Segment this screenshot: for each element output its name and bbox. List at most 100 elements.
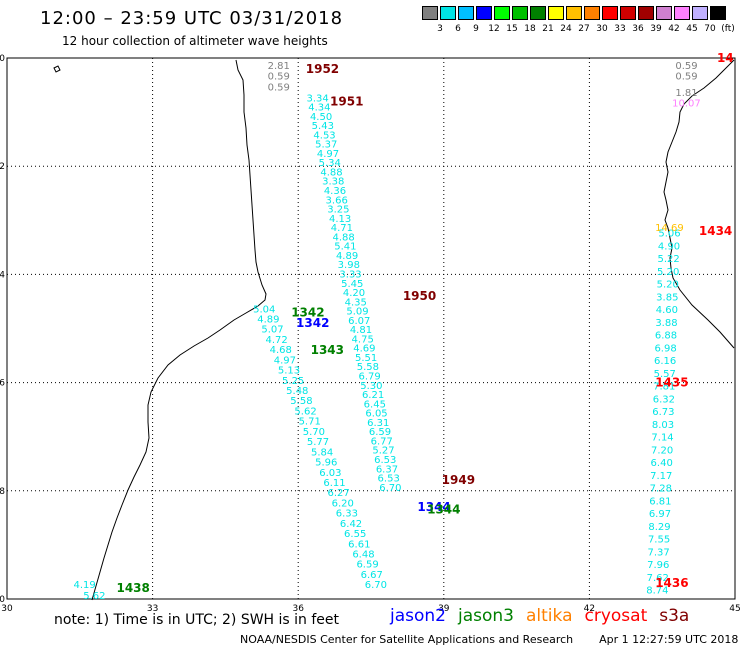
satellite-legend: jason2 jason3 altika cryosat s3a <box>390 606 701 626</box>
wave-height-value: 7.62 <box>647 573 669 584</box>
wave-height-value: 6.70 <box>365 580 387 591</box>
wave-height-value: 5.43 <box>312 121 334 132</box>
wave-height-value: 5.71 <box>299 417 321 428</box>
wave-height-value: 5.58 <box>290 396 312 407</box>
wave-height-value: 3.98 <box>338 260 360 271</box>
map-frame <box>6 57 736 600</box>
lon-tick-label: 39 <box>438 604 450 614</box>
page-subtitle: 12 hour collection of altimeter wave hei… <box>62 34 328 48</box>
legend-swatch <box>494 6 510 20</box>
wave-height-value: 6.81 <box>649 496 671 507</box>
wave-height-value: 5.22 <box>657 254 679 265</box>
footer: NOAA/NESDIS Center for Satellite Applica… <box>240 633 738 646</box>
wave-height-value: 6.53 <box>374 455 396 466</box>
wave-height-value: 4.35 <box>345 297 367 308</box>
legend-label: 36 <box>632 24 644 34</box>
wave-height-value: 7.28 <box>650 484 672 495</box>
wave-height-value: 5.09 <box>346 307 368 318</box>
wave-height-value: 0.59 <box>268 72 290 83</box>
wave-height-value: 4.89 <box>257 314 279 325</box>
lon-tick-label: 30 <box>1 604 13 614</box>
wave-height-value: 5.84 <box>311 447 333 458</box>
legend-swatch <box>602 6 618 20</box>
legend-swatch <box>584 6 600 20</box>
units-note: note: 1) Time is in UTC; 2) SWH is in fe… <box>54 612 340 628</box>
lon-tick-label: 42 <box>584 604 595 614</box>
wave-height-value: 7.81 <box>653 382 675 393</box>
wave-height-value: 4.20 <box>343 288 365 299</box>
wave-height-value: 6.16 <box>654 356 676 367</box>
legend-label: 9 <box>473 24 479 34</box>
wave-height-value: 6.77 <box>371 436 393 447</box>
wave-height-value: 4.53 <box>313 130 335 141</box>
legend-swatch <box>548 6 564 20</box>
legend-swatch <box>656 6 672 20</box>
wave-height-value: 5.58 <box>357 362 379 373</box>
wave-height-value: 7.55 <box>648 535 670 546</box>
legend-label: 24 <box>560 24 572 34</box>
wave-height-value: 1.81 <box>675 88 697 99</box>
wave-height-value: 6.97 <box>649 509 671 520</box>
wave-height-value: 7.37 <box>648 547 670 558</box>
wave-height-value: 6.31 <box>367 418 389 429</box>
wave-height-value: 5.41 <box>334 242 356 253</box>
wave-height-value: 5.04 <box>253 304 275 315</box>
satellite-cryosat: cryosat <box>584 606 648 626</box>
wave-height-value: 6.21 <box>362 390 384 401</box>
wave-height-value: 6.73 <box>652 407 674 418</box>
wave-height-value: 4.50 <box>310 112 332 123</box>
pass-number-label: 1344 <box>427 503 460 517</box>
wave-height-value: 2.81 <box>268 61 290 72</box>
wave-height-value: 4.97 <box>317 149 339 160</box>
wave-height-value: 8.74 <box>646 586 668 597</box>
wave-height-value: 4.69 <box>353 344 375 355</box>
pass-number-label: 1436 <box>655 576 688 590</box>
wave-height-value: 3.33 <box>339 269 361 280</box>
legend-swatch <box>476 6 492 20</box>
satellite-altika: altika <box>526 606 573 626</box>
wave-height-value: 6.40 <box>651 458 673 469</box>
lat-tick-label: -22 <box>0 162 5 172</box>
pass-number-label: 1949 <box>442 473 475 487</box>
legend-label: 42 <box>668 24 680 34</box>
wave-height-value: 4.75 <box>352 334 374 345</box>
legend-swatch <box>566 6 582 20</box>
wave-height-value: 5.30 <box>360 381 382 392</box>
lat-tick-label: -28 <box>0 487 5 497</box>
pass-number-label: 1344 <box>417 500 450 514</box>
wave-height-value: 6.61 <box>348 539 370 550</box>
lon-tick-label: 45 <box>729 604 740 614</box>
wave-height-value: 6.48 <box>352 550 374 561</box>
wave-height-value: 3.25 <box>327 205 349 216</box>
coastline-layer <box>53 59 735 601</box>
legend-label: 18 <box>524 24 536 34</box>
legend-swatch <box>674 6 690 20</box>
legend-swatch <box>638 6 654 20</box>
legend-label: 30 <box>596 24 608 34</box>
lon-tick-label: 36 <box>292 604 304 614</box>
wave-height-value: 8.03 <box>652 420 674 431</box>
page-title: 12:00 – 23:59 UTC 03/31/2018 <box>40 8 344 29</box>
wave-height-value: 6.59 <box>356 560 378 571</box>
wave-height-tracks: 3.344.344.505.434.535.374.975.344.883.38… <box>74 61 701 602</box>
wave-height-value: 4.19 <box>74 580 96 591</box>
legend-swatch <box>710 6 726 20</box>
wave-height-value: 5.70 <box>303 427 325 438</box>
wave-height-value: 4.90 <box>658 241 680 252</box>
wave-height-value: 6.79 <box>358 372 380 383</box>
legend-swatch <box>422 6 438 20</box>
pass-number-label: 1434 <box>699 224 732 238</box>
pass-number-label: 1343 <box>311 343 344 357</box>
lon-tick-label: 33 <box>147 604 158 614</box>
wave-height-value: 5.51 <box>355 353 377 364</box>
wave-height-value: 7.96 <box>647 560 669 571</box>
legend-swatch <box>512 6 528 20</box>
wave-height-value: 6.37 <box>376 464 398 475</box>
wave-height-value: 7.14 <box>651 433 673 444</box>
wave-height-value: 4.88 <box>320 167 342 178</box>
wave-height-value: 5.27 <box>372 446 394 457</box>
lat-tick-label: -20 <box>0 54 5 64</box>
wave-height-value: 3.38 <box>322 177 344 188</box>
wave-height-value: 3.34 <box>306 93 328 104</box>
